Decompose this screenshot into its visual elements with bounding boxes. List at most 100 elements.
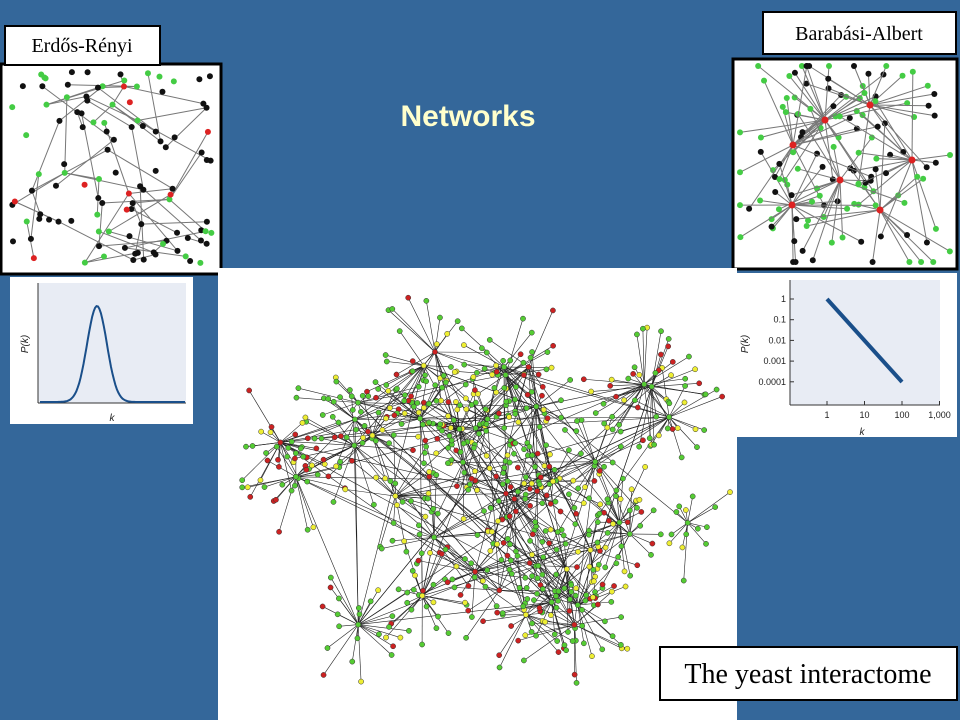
node [337,458,343,465]
node [419,592,426,599]
node [692,426,699,433]
node [356,611,363,618]
node [527,486,533,492]
edge [434,531,493,538]
node [793,216,800,223]
edge [385,354,424,366]
node [268,424,275,430]
edge [395,495,432,513]
node [462,599,468,606]
edge [345,489,396,497]
node [120,83,127,90]
edge [354,416,670,420]
yeast-network [239,294,733,686]
node [419,421,426,428]
node [655,432,662,439]
node [324,645,331,651]
edge [475,416,670,429]
node [349,458,355,464]
node [355,605,362,611]
edge [879,123,886,211]
node [474,532,481,538]
node [542,528,549,534]
node [512,440,519,446]
node [798,63,805,69]
node [397,634,404,641]
edge [618,384,645,425]
node [883,170,890,177]
node [602,544,609,551]
node [599,581,606,588]
node [776,160,783,167]
edge [668,416,696,430]
edge [740,204,793,238]
node [816,192,823,199]
edge [468,590,500,611]
node [534,488,541,494]
edge [459,428,539,566]
node [299,419,306,426]
node [794,165,801,172]
edge [839,137,873,181]
node [527,502,533,509]
edge [542,557,552,603]
node [390,520,397,526]
edge [433,487,467,538]
node [609,413,616,420]
node [496,410,502,417]
node [187,258,194,265]
node [394,385,400,392]
node [563,566,570,572]
node [300,453,307,460]
node [511,496,518,502]
edge [531,351,537,407]
node [358,678,364,685]
node [613,493,619,499]
node [825,75,832,82]
edge [499,569,510,591]
node [383,382,390,388]
node [337,394,343,400]
edge [619,522,631,576]
edge [598,522,620,565]
edge [483,614,526,622]
node [457,449,464,455]
node [447,425,454,431]
node [580,500,587,507]
node [433,625,440,632]
edge [536,379,571,407]
node [415,433,422,440]
edge [911,159,928,243]
node [547,526,554,533]
node [543,366,550,373]
node [360,434,366,441]
node [502,372,509,378]
node [460,515,467,522]
node [392,493,399,499]
node [352,416,358,423]
node [39,83,46,90]
node [486,337,493,343]
node [533,632,539,639]
node [103,128,110,135]
edge [165,107,207,148]
node [444,579,451,586]
node [295,385,302,392]
edge [792,117,851,146]
node [451,369,458,375]
edge [638,386,653,447]
edge [264,476,296,488]
edge [278,442,281,467]
edge [447,447,464,463]
edge [55,139,115,187]
node [330,398,337,405]
node [650,507,657,514]
node [239,477,246,484]
edge [791,204,862,243]
node [383,415,389,422]
node [63,94,70,101]
node [347,387,353,393]
edge [505,493,508,518]
node [412,572,418,579]
node [472,387,478,393]
